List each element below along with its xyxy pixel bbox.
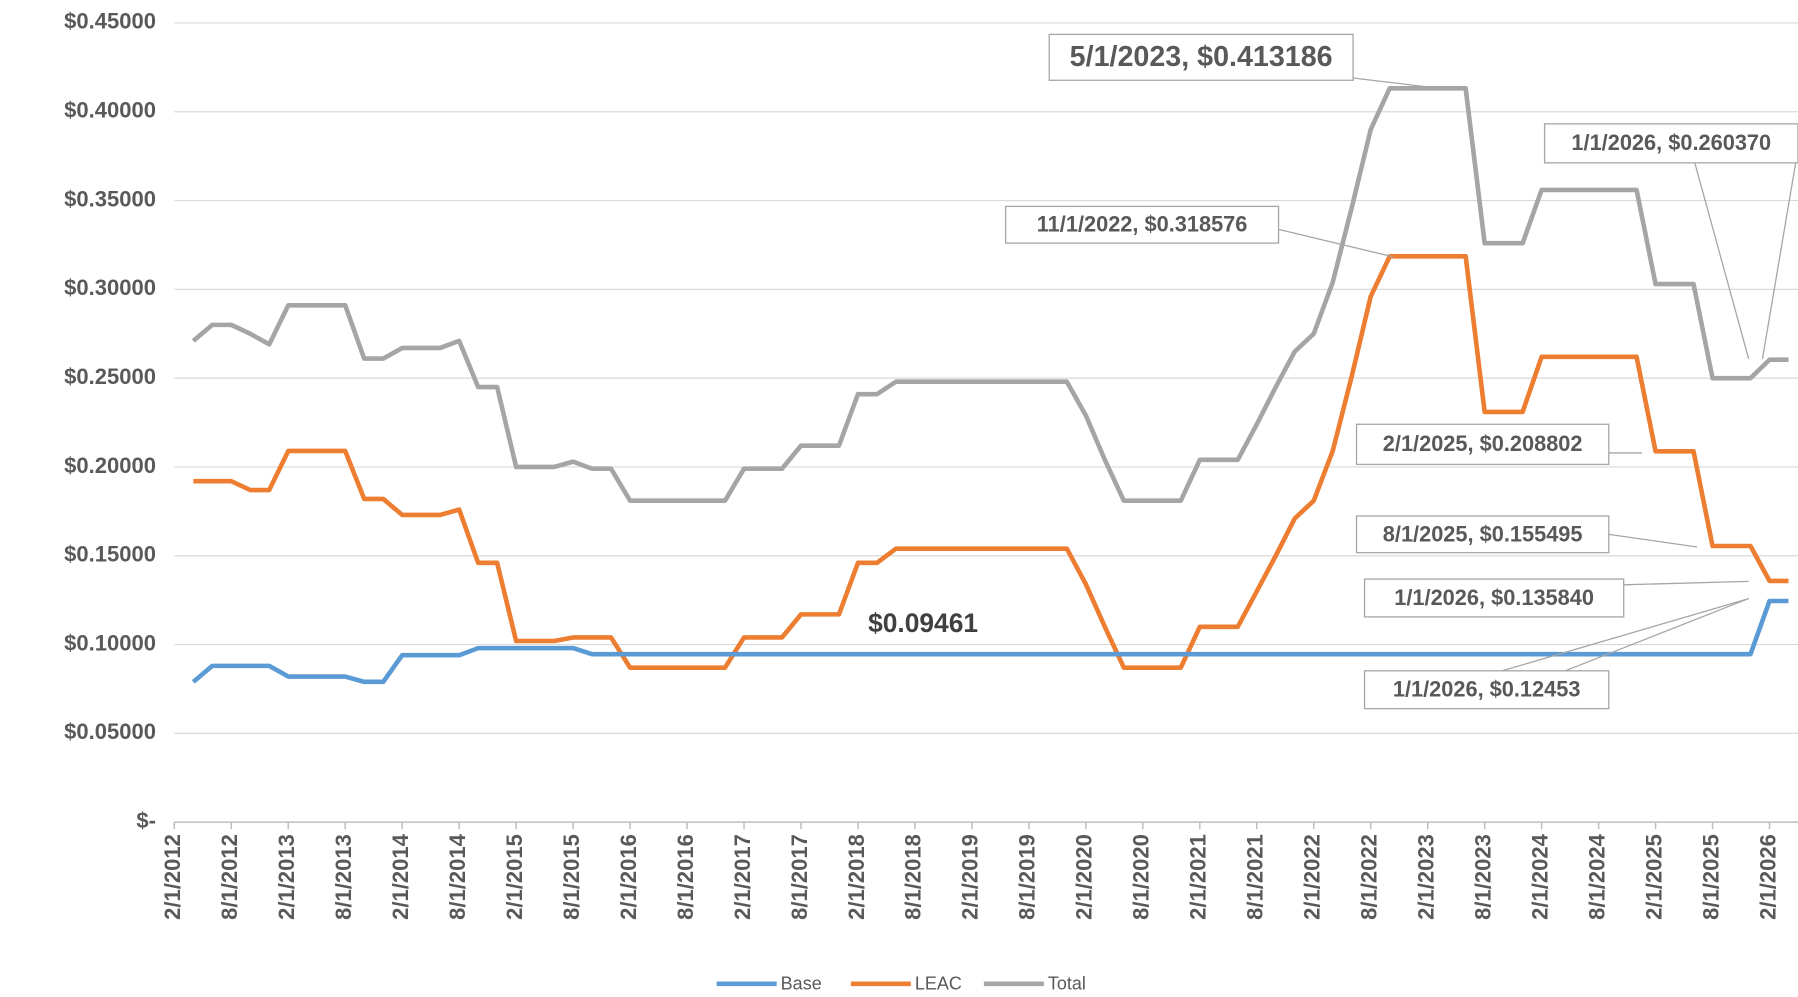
legend-label: LEAC bbox=[915, 974, 962, 994]
x-tick-label: 2/1/2016 bbox=[616, 834, 641, 920]
y-tick-label: $0.10000 bbox=[64, 630, 156, 655]
y-tick-label: $0.40000 bbox=[64, 98, 156, 123]
x-tick-label: 8/1/2020 bbox=[1129, 834, 1154, 920]
y-tick-label: $0.05000 bbox=[64, 719, 156, 744]
x-tick-label: 2/1/2025 bbox=[1641, 834, 1666, 920]
x-tick-label: 2/1/2020 bbox=[1072, 834, 1097, 920]
annotation-leader bbox=[1353, 77, 1449, 91]
annotation-box bbox=[1355, 515, 1610, 554]
y-tick-label: $0.45000 bbox=[64, 9, 156, 34]
x-tick-label: 8/1/2017 bbox=[787, 834, 812, 920]
x-tick-label: 8/1/2016 bbox=[673, 834, 698, 920]
annotation-label: 11/1/2022, $0.318576 bbox=[1037, 212, 1248, 237]
x-tick-label: 8/1/2012 bbox=[217, 834, 242, 920]
x-tick-label: 2/1/2022 bbox=[1300, 834, 1325, 920]
x-tick-label: 8/1/2018 bbox=[901, 834, 926, 920]
x-tick-label: 2/1/2018 bbox=[844, 834, 869, 920]
y-tick-label: $0.35000 bbox=[64, 186, 156, 211]
annotation-box bbox=[1355, 423, 1610, 466]
x-tick-label: 2/1/2015 bbox=[502, 834, 527, 920]
y-tick-label: $0.20000 bbox=[64, 453, 156, 478]
annotation-leader bbox=[1564, 597, 1749, 672]
x-tick-label: 2/1/2019 bbox=[958, 834, 983, 920]
annotation-leader bbox=[1501, 597, 1749, 672]
annotation-label: 5/1/2023, $0.413186 bbox=[1070, 41, 1333, 73]
annotation-box bbox=[1363, 578, 1625, 618]
x-tick-label: 8/1/2014 bbox=[445, 833, 470, 919]
x-tick-label: 2/1/2017 bbox=[730, 834, 755, 920]
legend-label: Base bbox=[781, 974, 822, 994]
x-tick-label: 8/1/2021 bbox=[1243, 834, 1268, 920]
annotation-label: 1/1/2026, $0.135840 bbox=[1394, 585, 1594, 610]
annotation-label: 1/1/2026, $0.260370 bbox=[1571, 130, 1771, 155]
annotation-leader bbox=[1608, 533, 1698, 548]
series-line bbox=[191, 86, 1789, 503]
x-tick-label: 8/1/2013 bbox=[331, 834, 356, 920]
x-tick-label: 8/1/2024 bbox=[1584, 833, 1609, 919]
y-tick-label: $0.15000 bbox=[64, 542, 156, 567]
annotation-label: $0.09461 bbox=[868, 608, 978, 638]
x-tick-label: 8/1/2022 bbox=[1357, 834, 1382, 920]
series-line bbox=[193, 254, 1789, 670]
annotation-label: 1/1/2026, $0.12453 bbox=[1393, 677, 1581, 702]
x-tick-label: 2/1/2023 bbox=[1413, 834, 1438, 920]
annotation-label: 2/1/2025, $0.208802 bbox=[1383, 431, 1583, 456]
x-tick-label: 8/1/2015 bbox=[559, 834, 584, 920]
x-tick-label: 2/1/2021 bbox=[1186, 834, 1211, 920]
annotation-leader bbox=[1761, 148, 1798, 360]
annotation-label: 8/1/2025, $0.155495 bbox=[1383, 521, 1583, 546]
annotation-box bbox=[1363, 670, 1610, 710]
annotation-leader bbox=[1694, 162, 1750, 360]
x-tick-label: 2/1/2024 bbox=[1527, 833, 1552, 919]
x-tick-label: 8/1/2025 bbox=[1698, 834, 1723, 920]
annotation-leader bbox=[1278, 228, 1394, 258]
y-tick-label: $- bbox=[136, 808, 156, 833]
x-tick-label: 2/1/2013 bbox=[274, 834, 299, 920]
series-line bbox=[191, 598, 1789, 685]
x-tick-label: 2/1/2026 bbox=[1755, 834, 1780, 920]
annotation-leader bbox=[1623, 580, 1749, 586]
x-tick-label: 2/1/2014 bbox=[388, 833, 413, 919]
x-tick-label: 8/1/2019 bbox=[1015, 834, 1040, 920]
y-tick-label: $0.30000 bbox=[64, 275, 156, 300]
legend-label: Total bbox=[1048, 974, 1086, 994]
annotation-box bbox=[1004, 205, 1280, 244]
x-tick-label: 8/1/2023 bbox=[1470, 834, 1495, 920]
annotation-box bbox=[1048, 33, 1354, 81]
x-tick-label: 2/1/2012 bbox=[160, 834, 185, 920]
y-tick-label: $0.25000 bbox=[64, 364, 156, 389]
